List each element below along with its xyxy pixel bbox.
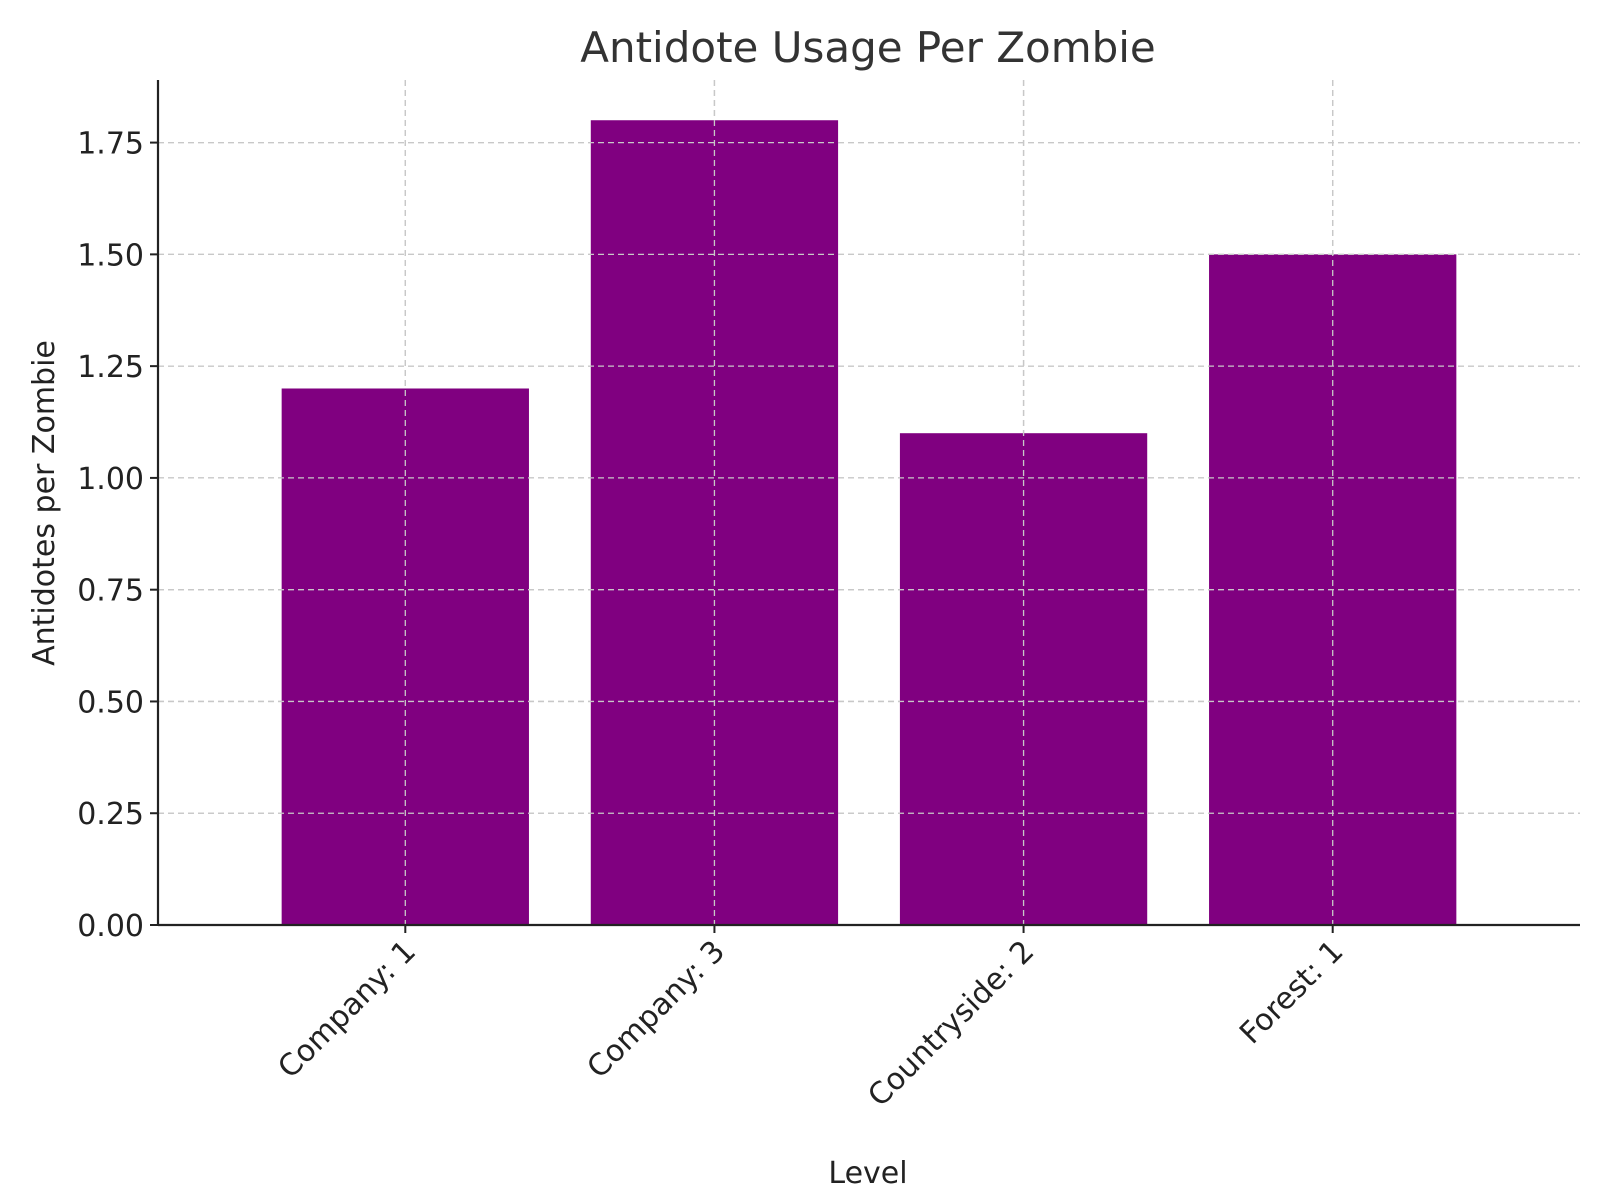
y-tick-label: 0.00 xyxy=(77,909,144,944)
y-axis-label: Antidotes per Zombie xyxy=(27,340,62,666)
y-tick-label: 0.50 xyxy=(77,685,144,720)
x-tick-label: Company: 1 xyxy=(271,934,423,1086)
x-tick-label: Forest: 1 xyxy=(1233,934,1350,1051)
y-tick-label: 1.00 xyxy=(77,462,144,497)
axes xyxy=(150,80,1580,933)
chart-title: Antidote Usage Per Zombie xyxy=(580,23,1156,72)
bars xyxy=(158,80,1580,926)
y-tick-label: 1.75 xyxy=(77,127,144,162)
y-tick-label: 0.25 xyxy=(77,797,144,832)
y-tick-label: 0.75 xyxy=(77,574,144,609)
x-tick-label: Countryside: 2 xyxy=(861,934,1041,1114)
x-axis-label: Level xyxy=(828,1156,907,1191)
y-tick-label: 1.50 xyxy=(77,238,144,273)
y-tick-label: 1.25 xyxy=(77,350,144,385)
x-tick-label: Company: 3 xyxy=(581,934,733,1086)
